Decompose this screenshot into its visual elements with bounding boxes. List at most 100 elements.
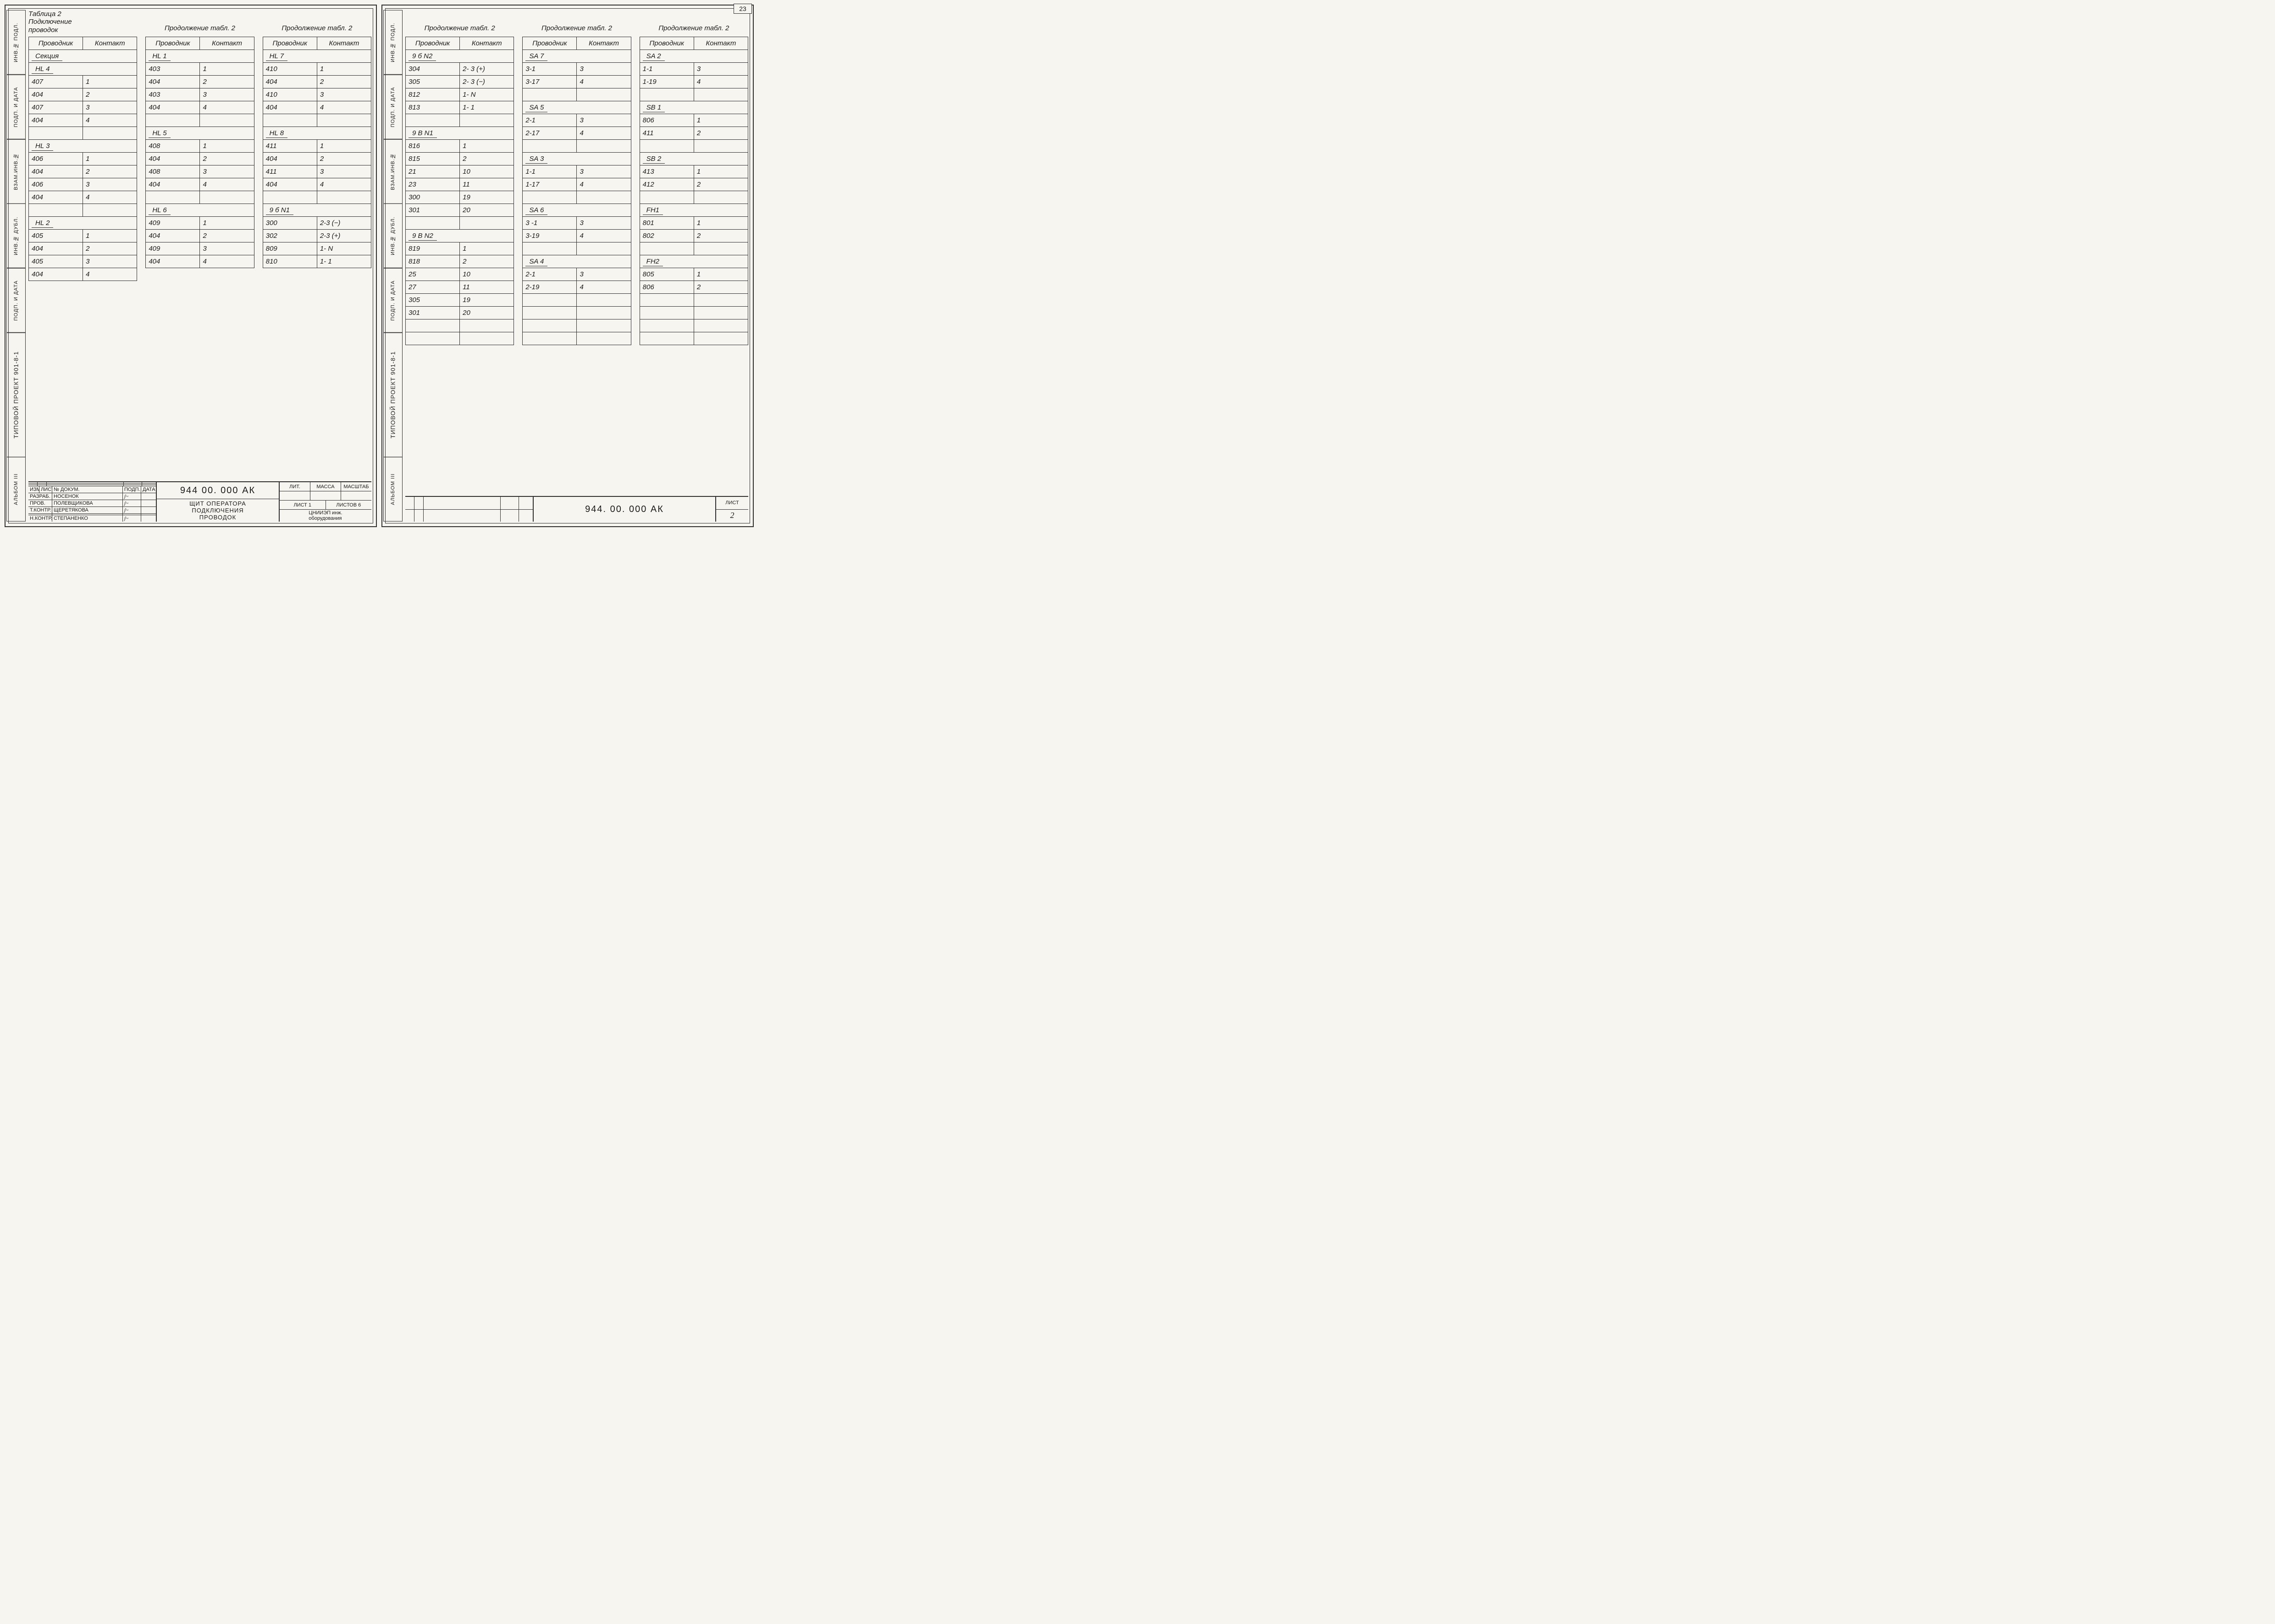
cell-kontakt: 1- N [317,242,371,255]
cell-kontakt: 2 [694,178,748,191]
table-row: 8152 [406,153,514,165]
tb-name: СТЕПАНЕНКО [52,515,123,522]
table-row [640,88,748,101]
cell-kontakt: 2 [200,153,254,165]
cell-kontakt: 2 [694,230,748,242]
side-label: Подп. и дата [383,75,403,139]
cell-kontakt: 2 [83,165,137,178]
cell-blank [200,114,254,127]
table-row: HL 2 [29,217,137,230]
column-title: Продолжение табл. 2 [145,10,254,35]
table-row: 4071 [29,76,137,88]
data-table: ПроводникКонтактSA 73-133-174SA 52-132-1… [522,37,631,345]
tb-name: НОСЕНОК [52,493,123,500]
tb-right-cell [310,491,341,500]
cell-blank [523,332,577,345]
col-header: Контакт [694,37,748,50]
cell-kontakt: 3 [577,217,631,230]
cell-blank [577,191,631,204]
cell-blank [640,307,694,319]
table-row: Секция [29,50,137,63]
table-row: 8182 [406,255,514,268]
list-number: 2 [716,510,748,522]
data-table: ПроводникКонтактHL 14031404240334044HL 5… [145,37,254,268]
tb-date [141,514,156,515]
table-row: 4101 [263,63,371,76]
cell-blank [577,88,631,101]
tb-signature: ʃ~ [123,515,141,522]
right-tables: Продолжение табл. 2ПроводникКонтакт9 б N… [405,10,748,496]
cell-provodnik: 404 [29,88,83,101]
cell-kontakt: 3 [200,165,254,178]
cell-provodnik: 403 [146,88,200,101]
table-row: 4042 [29,88,137,101]
side-label: Взам.инв.№ [383,139,403,204]
table-row: HL 1 [146,50,254,63]
table-row: 2110 [406,165,514,178]
table-row [523,191,631,204]
cell-provodnik: 305 [406,294,460,307]
cell-kontakt: 4 [577,281,631,294]
cell-provodnik: 403 [146,63,200,76]
table-row: 8131- 1 [406,101,514,114]
cell-provodnik: 2-19 [523,281,577,294]
side-label: Взам.инв.№ [6,139,26,204]
section-heading: Секция [29,50,137,63]
cell-blank [523,191,577,204]
cell-kontakt: 2 [460,255,514,268]
table-row: 2-13 [523,114,631,127]
cell-provodnik: 305 [406,76,460,88]
table-row: 4044 [263,101,371,114]
cell-kontakt: 1 [83,230,137,242]
cell-provodnik: 1-1 [640,63,694,76]
table-row [523,88,631,101]
tb-right-cell [280,491,310,500]
section-heading: HL 7 [263,50,371,63]
cell-blank [577,242,631,255]
table-row: SA 7 [523,50,631,63]
cell-kontakt: 4 [577,178,631,191]
tb-right-cell [341,491,371,500]
side-label: Типовой проект 901-8-1 [6,333,26,457]
side-label: Подп. и дата [6,75,26,139]
table-row: 4033 [146,88,254,101]
cell-provodnik: 2-17 [523,127,577,140]
tb-right-cell: ЛИТ. [280,482,310,491]
section-heading: SA 4 [523,255,631,268]
table-row: 4063 [29,178,137,191]
cell-kontakt: 2-3 (−) [317,217,371,230]
cell-kontakt: 2-3 (+) [317,230,371,242]
column-title: Продолжение табл. 2 [522,10,631,35]
cell-kontakt: 1 [317,140,371,153]
table-row [523,294,631,307]
table-column: Продолжение табл. 2ПроводникКонтактSA 21… [640,10,748,345]
cell-provodnik: 815 [406,153,460,165]
table-row: 2311 [406,178,514,191]
cell-blank [406,332,460,345]
table-row: 4053 [29,255,137,268]
cell-provodnik: 410 [263,63,317,76]
cell-blank [523,88,577,101]
cell-kontakt: 4 [317,178,371,191]
cell-kontakt: 1- 1 [460,101,514,114]
cell-kontakt: 1 [694,217,748,230]
section-heading: SA 7 [523,50,631,63]
table-row: 8011 [640,217,748,230]
tb-role: ПРОВ. [28,500,52,506]
cell-kontakt: 2- 3 (+) [460,63,514,76]
tb-org: ЦНИИЭП инж.оборудования [280,510,371,522]
cell-provodnik: 404 [263,153,317,165]
table-row: SA 2 [640,50,748,63]
cell-kontakt: 1 [317,63,371,76]
table-row: 4112 [640,127,748,140]
cell-provodnik: 1-19 [640,76,694,88]
table-column: Продолжение табл. 2ПроводникКонтактHL 74… [263,10,371,268]
table-row [263,191,371,204]
tb-signature: ʃ~ [123,500,141,506]
cell-kontakt: 3 [694,63,748,76]
section-heading: SB 1 [640,101,748,114]
table-row: 4042 [29,242,137,255]
cell-kontakt: 3 [83,178,137,191]
cell-provodnik: 21 [406,165,460,178]
table-row: 9 В N2 [406,230,514,242]
